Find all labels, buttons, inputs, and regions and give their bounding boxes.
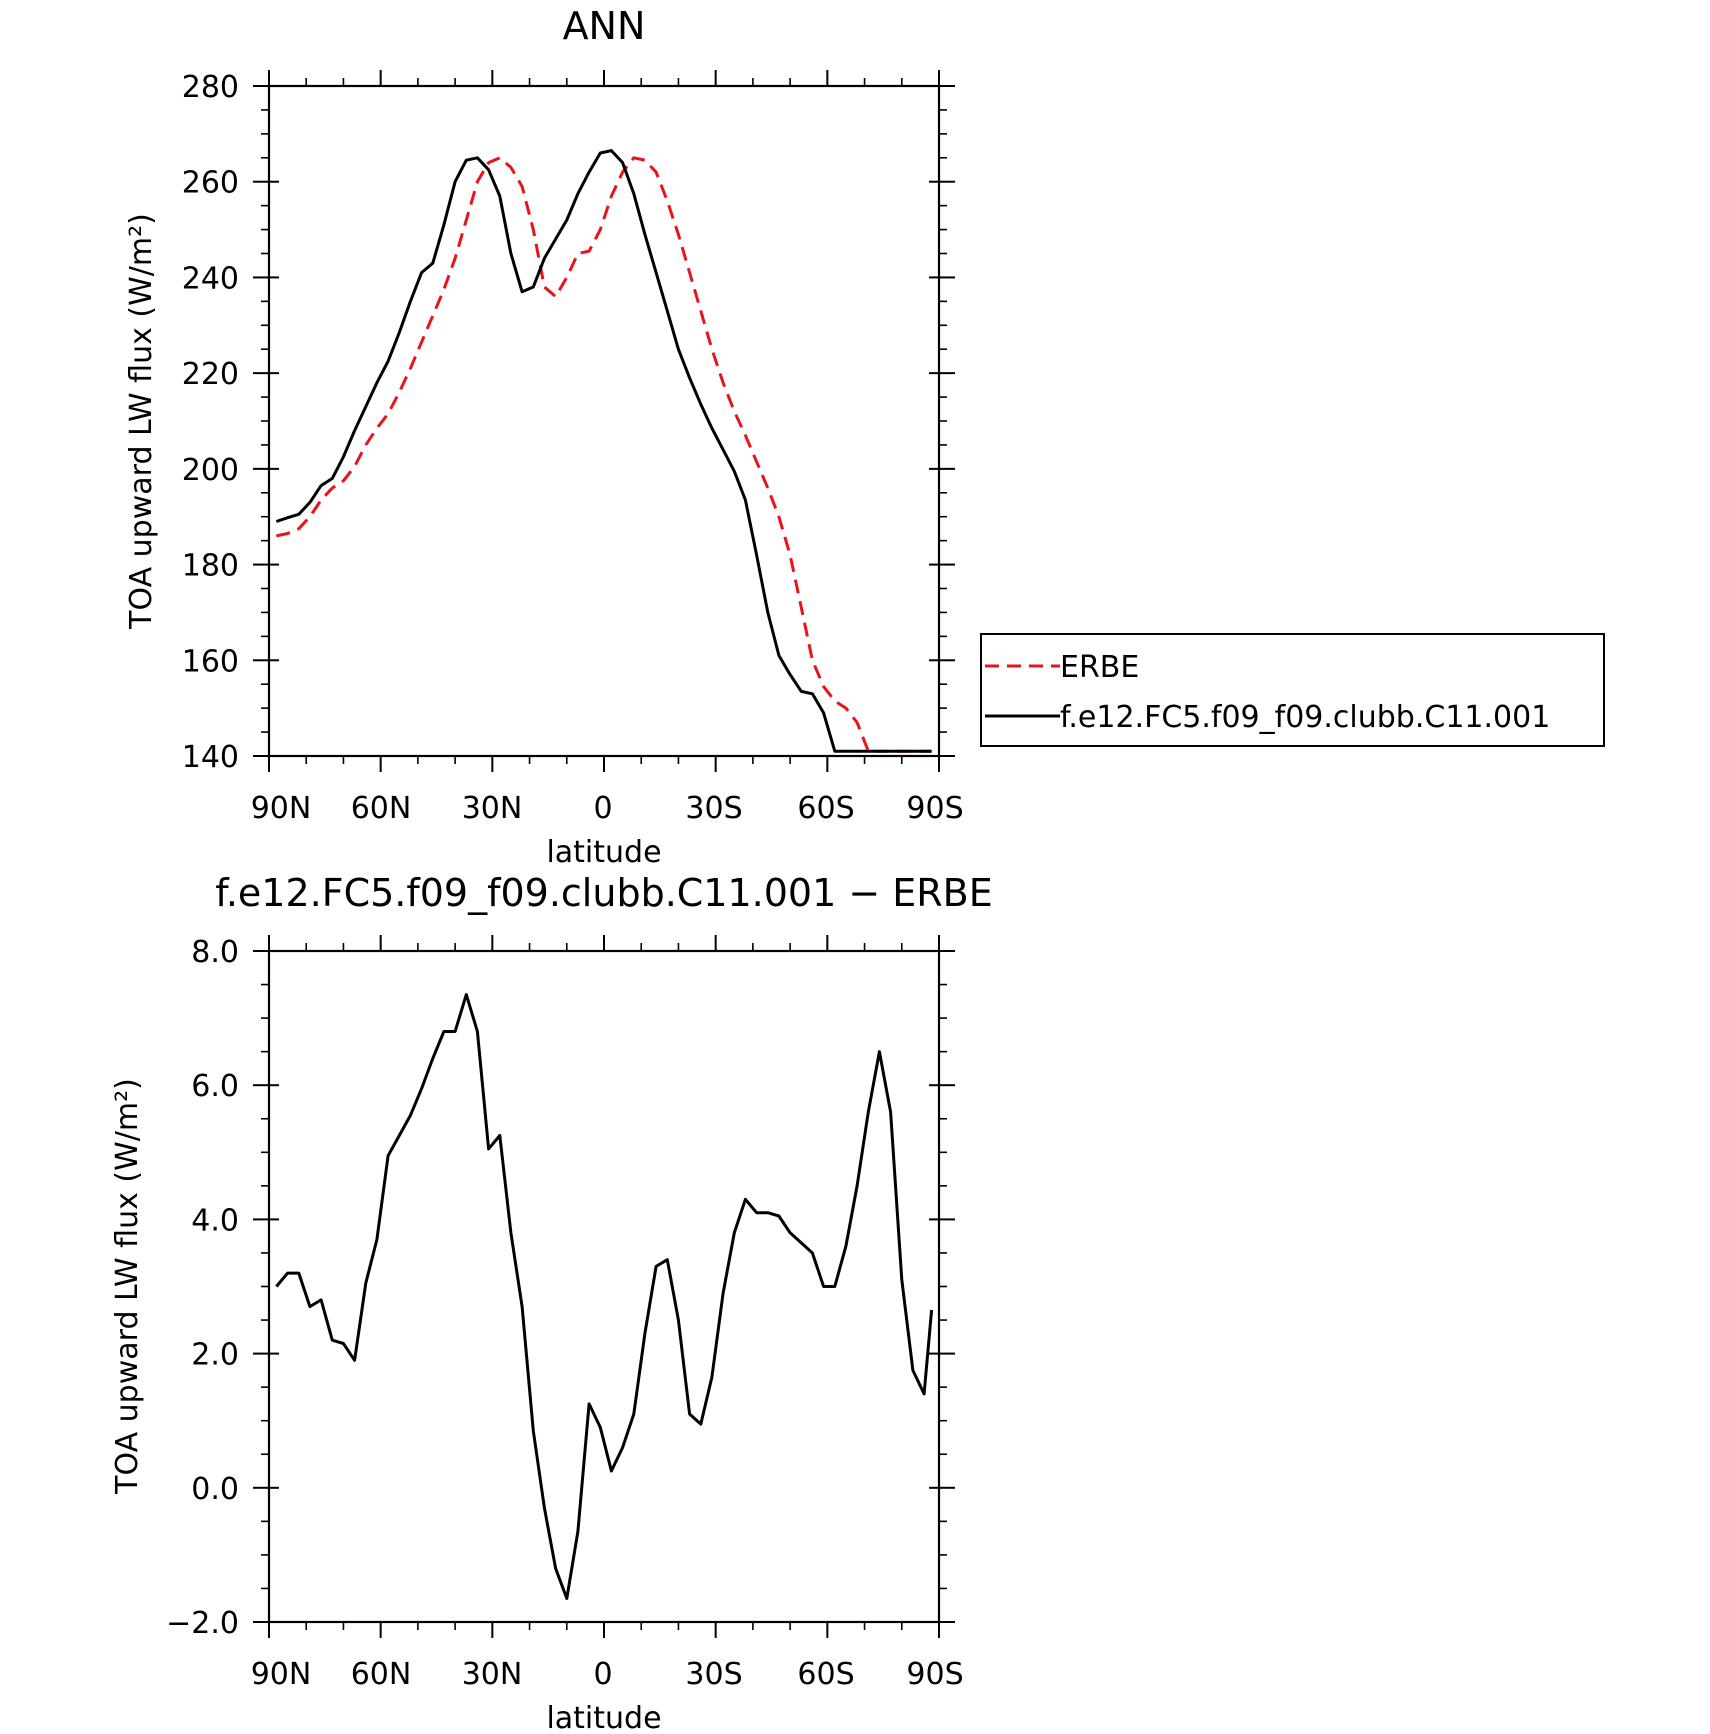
chart-panel-top: ANN 140 160 180 200 220 240 260 280 90N 60N 30N 0 3…: [124, 4, 1605, 870]
x-tick-label: 90N: [251, 1657, 312, 1692]
x-tick-labels-bottom: 90N 60N 30N 0 30S 60S 90S: [251, 1657, 964, 1692]
y-tick-label: 160: [182, 644, 239, 679]
x-tick-label: 60N: [351, 1657, 412, 1692]
y-tick-label: −2.0: [166, 1606, 239, 1641]
x-tick-label: 90S: [906, 1657, 963, 1692]
series-lines-top: [275, 149, 932, 753]
series-line-panel1-0: [275, 993, 934, 1600]
y-tick-label: 6.0: [191, 1069, 239, 1104]
legend-box: [980, 633, 1605, 747]
y-tick-label: 280: [182, 70, 239, 105]
x-tick-label: 0: [593, 1657, 612, 1692]
legend-label-erbe: ERBE: [1060, 650, 1139, 685]
x-axis-label-top: latitude: [546, 835, 661, 870]
chart-title-bottom: f.e12.FC5.f09_f09.clubb.C11.001 − ERBE: [215, 871, 993, 915]
plot-frame-bottom: [267, 949, 941, 1624]
y-tick-label: 200: [182, 453, 239, 488]
series-line-erbe: [276, 156, 932, 753]
x-tick-labels-top: 90N 60N 30N 0 30S 60S 90S: [251, 791, 964, 826]
series-line-f-e12-fc5-f09-f09-clubb-c11-001: [275, 149, 932, 753]
x-axis-label-bottom: latitude: [546, 1701, 661, 1734]
x-tick-label: 60S: [797, 1657, 854, 1692]
x-tick-label: 0: [593, 791, 612, 826]
x-tick-label: 30N: [462, 1657, 523, 1692]
legend: ERBE f.e12.FC5.f09_f09.clubb.C11.001: [980, 633, 1605, 747]
y-axis-label-top: TOA upward LW flux (W/m²): [124, 213, 159, 630]
y-tick-label: 260: [182, 166, 239, 201]
y-tick-label: 240: [182, 261, 239, 296]
y-tick-label: 220: [182, 357, 239, 392]
series-lines-bottom: [275, 993, 934, 1600]
x-tick-label: 60S: [797, 791, 854, 826]
legend-label-model: f.e12.FC5.f09_f09.clubb.C11.001: [1060, 700, 1550, 735]
x-tick-label: 30N: [462, 791, 523, 826]
x-tick-label: 90N: [251, 791, 312, 826]
y-tick-label: 2.0: [191, 1338, 239, 1373]
y-tick-label: 180: [182, 549, 239, 584]
tick-marks-bottom: [253, 935, 955, 1638]
x-tick-label: 60N: [351, 791, 412, 826]
y-tick-label: 0.0: [191, 1472, 239, 1507]
plot-frame-top: [267, 84, 941, 758]
y-axis-label-bottom: TOA upward LW flux (W/m²): [110, 1078, 145, 1495]
y-tick-label: 8.0: [191, 935, 239, 970]
y-tick-label: 140: [182, 740, 239, 775]
x-tick-label: 90S: [906, 791, 963, 826]
y-tick-labels-top: 140 160 180 200 220 240 260 280: [182, 70, 239, 775]
tick-marks-top: [253, 70, 955, 772]
chart-title-top: ANN: [563, 4, 646, 48]
x-tick-label: 30S: [685, 791, 742, 826]
y-tick-label: 4.0: [191, 1203, 239, 1238]
y-tick-labels-bottom: −2.0 0.0 2.0 4.0 6.0 8.0: [166, 935, 239, 1641]
x-tick-label: 30S: [685, 1657, 742, 1692]
chart-panel-bottom: f.e12.FC5.f09_f09.clubb.C11.001 − ERBE −…: [110, 871, 993, 1734]
